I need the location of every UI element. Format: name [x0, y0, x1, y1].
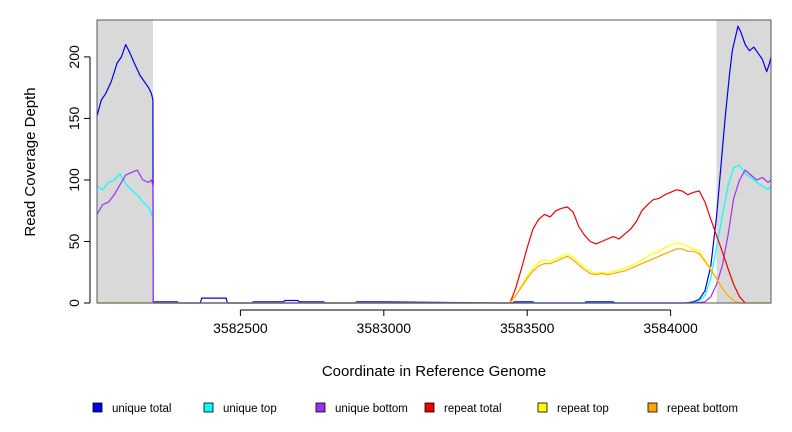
series-line-repeat-total [509, 189, 746, 304]
axes: 0 50 100 150 200 3582500 3583000 3583500 3584000 [66, 45, 698, 336]
series-line-unique-total [96, 25, 772, 304]
legend-label: repeat bottom [667, 403, 738, 415]
legend-swatch [203, 402, 214, 413]
legend-item-repeat-total: repeat total [424, 402, 502, 415]
y-tick-label: 200 [66, 45, 82, 69]
legend-swatch [424, 402, 435, 413]
legend-label: unique bottom [335, 403, 408, 415]
legend-label: unique total [112, 403, 171, 415]
shaded-regions [97, 20, 771, 303]
y-tick-label: 150 [66, 107, 82, 131]
legend-item-unique-bottom: unique bottom [315, 402, 408, 415]
y-tick-label: 50 [66, 233, 82, 249]
x-tick-label: 3584000 [643, 320, 698, 336]
series-line-unique-top [96, 164, 772, 304]
legend-swatch [537, 402, 548, 413]
x-tick-label: 3583500 [500, 320, 555, 336]
series-line-repeat-top [509, 242, 740, 304]
legend: unique total unique top unique bottom repea… [92, 402, 738, 415]
legend-swatch [315, 402, 326, 413]
legend-label: repeat total [444, 403, 502, 415]
legend-swatch [647, 402, 658, 413]
y-tick-label: 0 [66, 299, 82, 307]
y-tick-label: 100 [66, 168, 82, 192]
shaded-region-0 [97, 20, 153, 303]
legend-swatch [92, 402, 103, 413]
plot-frame [96, 19, 772, 304]
series-line-repeat-bottom [97, 248, 771, 304]
legend-item-unique-top: unique top [203, 402, 277, 415]
legend-label: repeat top [557, 403, 609, 415]
legend-label: unique top [223, 403, 277, 415]
x-axis-title: Coordinate in Reference Genome [322, 363, 546, 380]
legend-item-repeat-top: repeat top [537, 402, 609, 415]
series-lines [96, 25, 772, 304]
legend-item-unique-total: unique total [92, 402, 171, 415]
x-tick-label: 3582500 [213, 320, 268, 336]
y-axis-title: Read Coverage Depth [22, 87, 39, 236]
shaded-region-1 [716, 20, 771, 303]
series-line-unique-bottom [96, 169, 772, 304]
legend-item-repeat-bottom: repeat bottom [647, 402, 738, 415]
x-tick-label: 3583000 [357, 320, 412, 336]
